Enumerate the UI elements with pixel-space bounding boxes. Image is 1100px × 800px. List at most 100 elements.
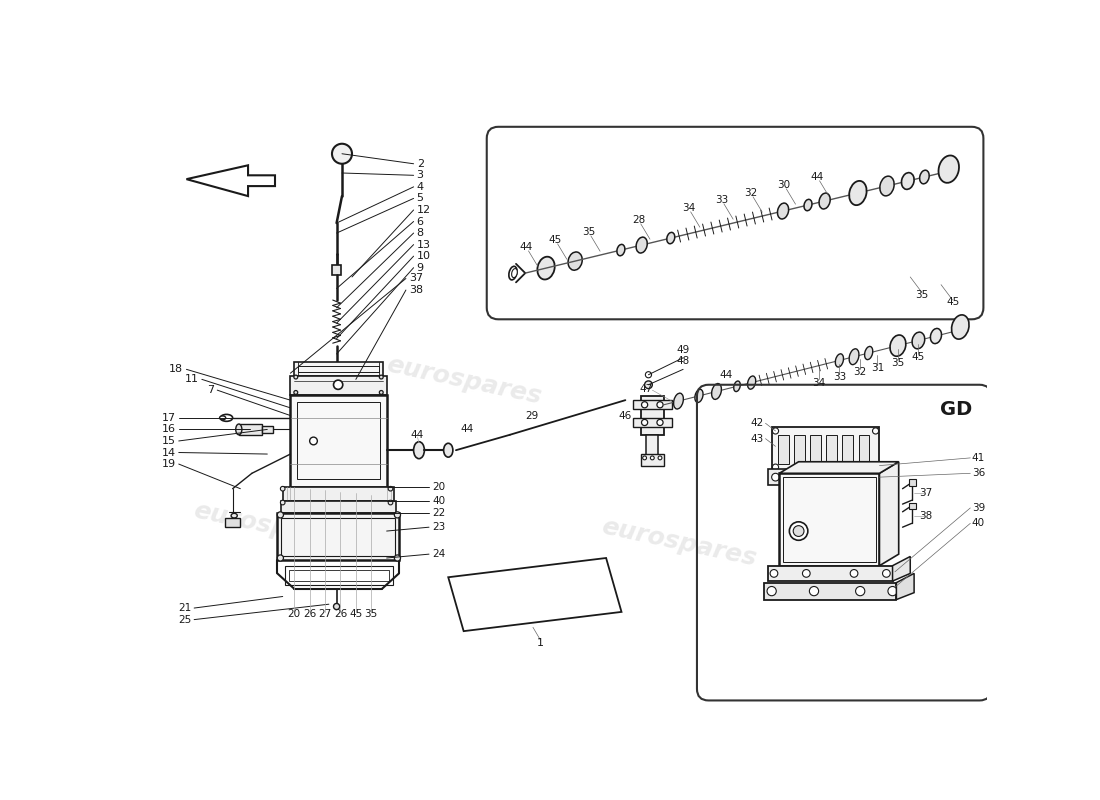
Text: 43: 43	[750, 434, 763, 444]
Circle shape	[657, 419, 663, 426]
Bar	[282, 518, 395, 557]
Bar	[640, 396, 664, 435]
Circle shape	[767, 586, 777, 596]
Ellipse shape	[931, 329, 942, 344]
Ellipse shape	[414, 442, 425, 458]
Circle shape	[657, 402, 663, 408]
Ellipse shape	[220, 414, 233, 422]
Circle shape	[277, 555, 284, 561]
Text: 37: 37	[918, 487, 933, 498]
Text: 45: 45	[549, 235, 562, 245]
Bar	[283, 487, 395, 501]
Text: 46: 46	[618, 410, 632, 421]
Ellipse shape	[902, 173, 914, 190]
Bar	[282, 501, 396, 514]
Circle shape	[333, 603, 340, 610]
Circle shape	[277, 512, 284, 518]
Text: 13: 13	[417, 240, 431, 250]
Text: 28: 28	[631, 215, 645, 225]
Ellipse shape	[849, 349, 859, 365]
Bar	[768, 566, 892, 581]
Circle shape	[388, 500, 393, 505]
Circle shape	[646, 372, 651, 378]
Ellipse shape	[712, 383, 722, 399]
Circle shape	[641, 402, 648, 408]
Text: 36: 36	[972, 468, 986, 478]
Circle shape	[803, 570, 810, 578]
Text: 47: 47	[639, 384, 652, 394]
Circle shape	[379, 390, 383, 394]
Bar	[289, 570, 389, 581]
Circle shape	[650, 456, 654, 460]
Ellipse shape	[667, 232, 674, 244]
Text: 41: 41	[972, 453, 986, 463]
Text: 37: 37	[409, 274, 424, 283]
Text: eurospares: eurospares	[384, 353, 543, 409]
Ellipse shape	[880, 176, 894, 196]
Bar	[290, 394, 387, 487]
Text: 42: 42	[750, 418, 763, 428]
Circle shape	[280, 500, 285, 505]
Text: 23: 23	[432, 522, 446, 532]
Circle shape	[856, 586, 865, 596]
Text: 32: 32	[744, 188, 757, 198]
Text: 18: 18	[169, 364, 184, 374]
Circle shape	[333, 380, 343, 390]
Circle shape	[772, 464, 779, 470]
Text: 8: 8	[417, 228, 424, 238]
Ellipse shape	[220, 416, 225, 420]
Bar	[783, 477, 876, 562]
Text: 4: 4	[417, 182, 424, 192]
Text: 31: 31	[871, 362, 884, 373]
Ellipse shape	[636, 237, 647, 253]
Text: 26: 26	[302, 610, 317, 619]
Ellipse shape	[734, 381, 740, 391]
Circle shape	[871, 474, 880, 481]
Ellipse shape	[512, 269, 517, 278]
Circle shape	[332, 144, 352, 164]
Text: 48: 48	[676, 356, 690, 366]
Text: 16: 16	[162, 425, 176, 434]
Text: 34: 34	[812, 378, 826, 387]
Text: 45: 45	[349, 610, 363, 619]
Circle shape	[388, 486, 393, 491]
Bar	[794, 435, 805, 464]
Circle shape	[658, 456, 662, 460]
Circle shape	[395, 555, 400, 561]
Ellipse shape	[912, 332, 925, 349]
Text: 38: 38	[409, 285, 424, 295]
Text: 30: 30	[778, 180, 791, 190]
Text: 35: 35	[891, 358, 904, 367]
Polygon shape	[880, 462, 899, 566]
Text: 22: 22	[432, 508, 446, 518]
Text: 44: 44	[461, 424, 474, 434]
Bar	[262, 426, 274, 434]
Bar	[772, 427, 880, 474]
Bar	[239, 424, 262, 434]
Text: 9: 9	[417, 262, 424, 273]
Text: GD: GD	[940, 400, 972, 419]
Text: 29: 29	[525, 410, 538, 421]
Text: 33: 33	[833, 372, 846, 382]
Text: 20: 20	[432, 482, 446, 492]
Bar	[634, 418, 671, 427]
Text: 5: 5	[417, 194, 424, 203]
Bar	[640, 454, 664, 466]
Ellipse shape	[509, 266, 517, 280]
Ellipse shape	[938, 155, 959, 183]
Circle shape	[645, 381, 652, 389]
Circle shape	[395, 512, 400, 518]
Text: 1: 1	[537, 638, 544, 648]
Bar	[285, 566, 393, 585]
Text: 33: 33	[715, 195, 728, 205]
Text: 44: 44	[410, 430, 425, 440]
Text: 15: 15	[162, 436, 176, 446]
Text: 26: 26	[333, 610, 348, 619]
Bar	[843, 435, 854, 464]
Circle shape	[888, 586, 898, 596]
Circle shape	[642, 456, 647, 460]
Circle shape	[850, 570, 858, 578]
Text: 45: 45	[912, 352, 925, 362]
Bar	[295, 362, 383, 375]
Text: 38: 38	[918, 510, 933, 521]
